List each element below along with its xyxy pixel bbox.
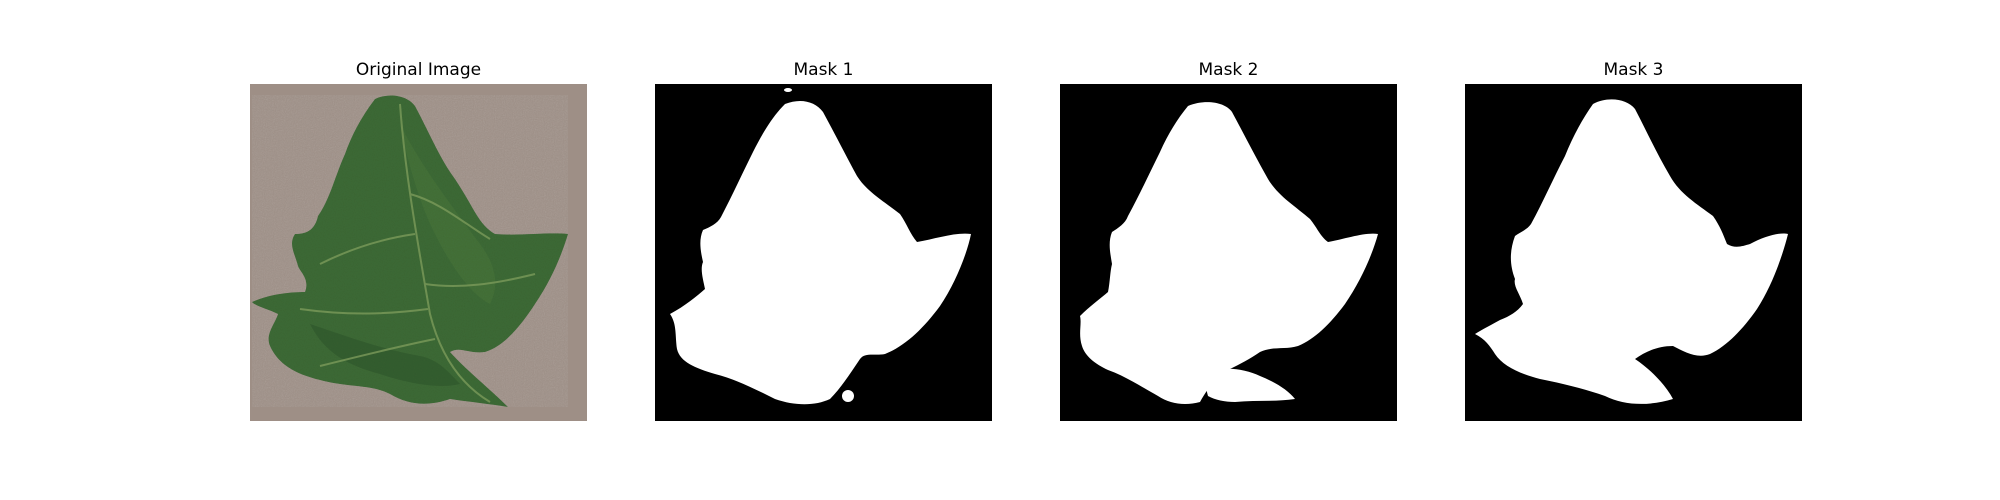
panel-mask-1: Mask 1 bbox=[655, 56, 992, 421]
panel-title-mask-3: Mask 3 bbox=[1603, 60, 1664, 80]
mask-3-image bbox=[1465, 84, 1802, 421]
mask-1-region bbox=[670, 88, 971, 405]
mask-3-region bbox=[1475, 99, 1788, 404]
leaf-shape bbox=[252, 95, 568, 407]
panel-title-mask-2: Mask 2 bbox=[1198, 60, 1259, 80]
panel-title-mask-1: Mask 1 bbox=[793, 60, 854, 80]
panel-mask-3: Mask 3 bbox=[1465, 56, 1802, 421]
mask-1-image bbox=[655, 84, 992, 421]
panel-title-original: Original Image bbox=[355, 60, 482, 80]
leaf-photo bbox=[250, 84, 587, 421]
mask-2-region bbox=[1080, 102, 1378, 404]
panel-mask-2: Mask 2 bbox=[1060, 56, 1397, 421]
panel-original-image: Original Image bbox=[250, 56, 587, 421]
mask-2-image bbox=[1060, 84, 1397, 421]
leaf-veins bbox=[299, 103, 536, 403]
